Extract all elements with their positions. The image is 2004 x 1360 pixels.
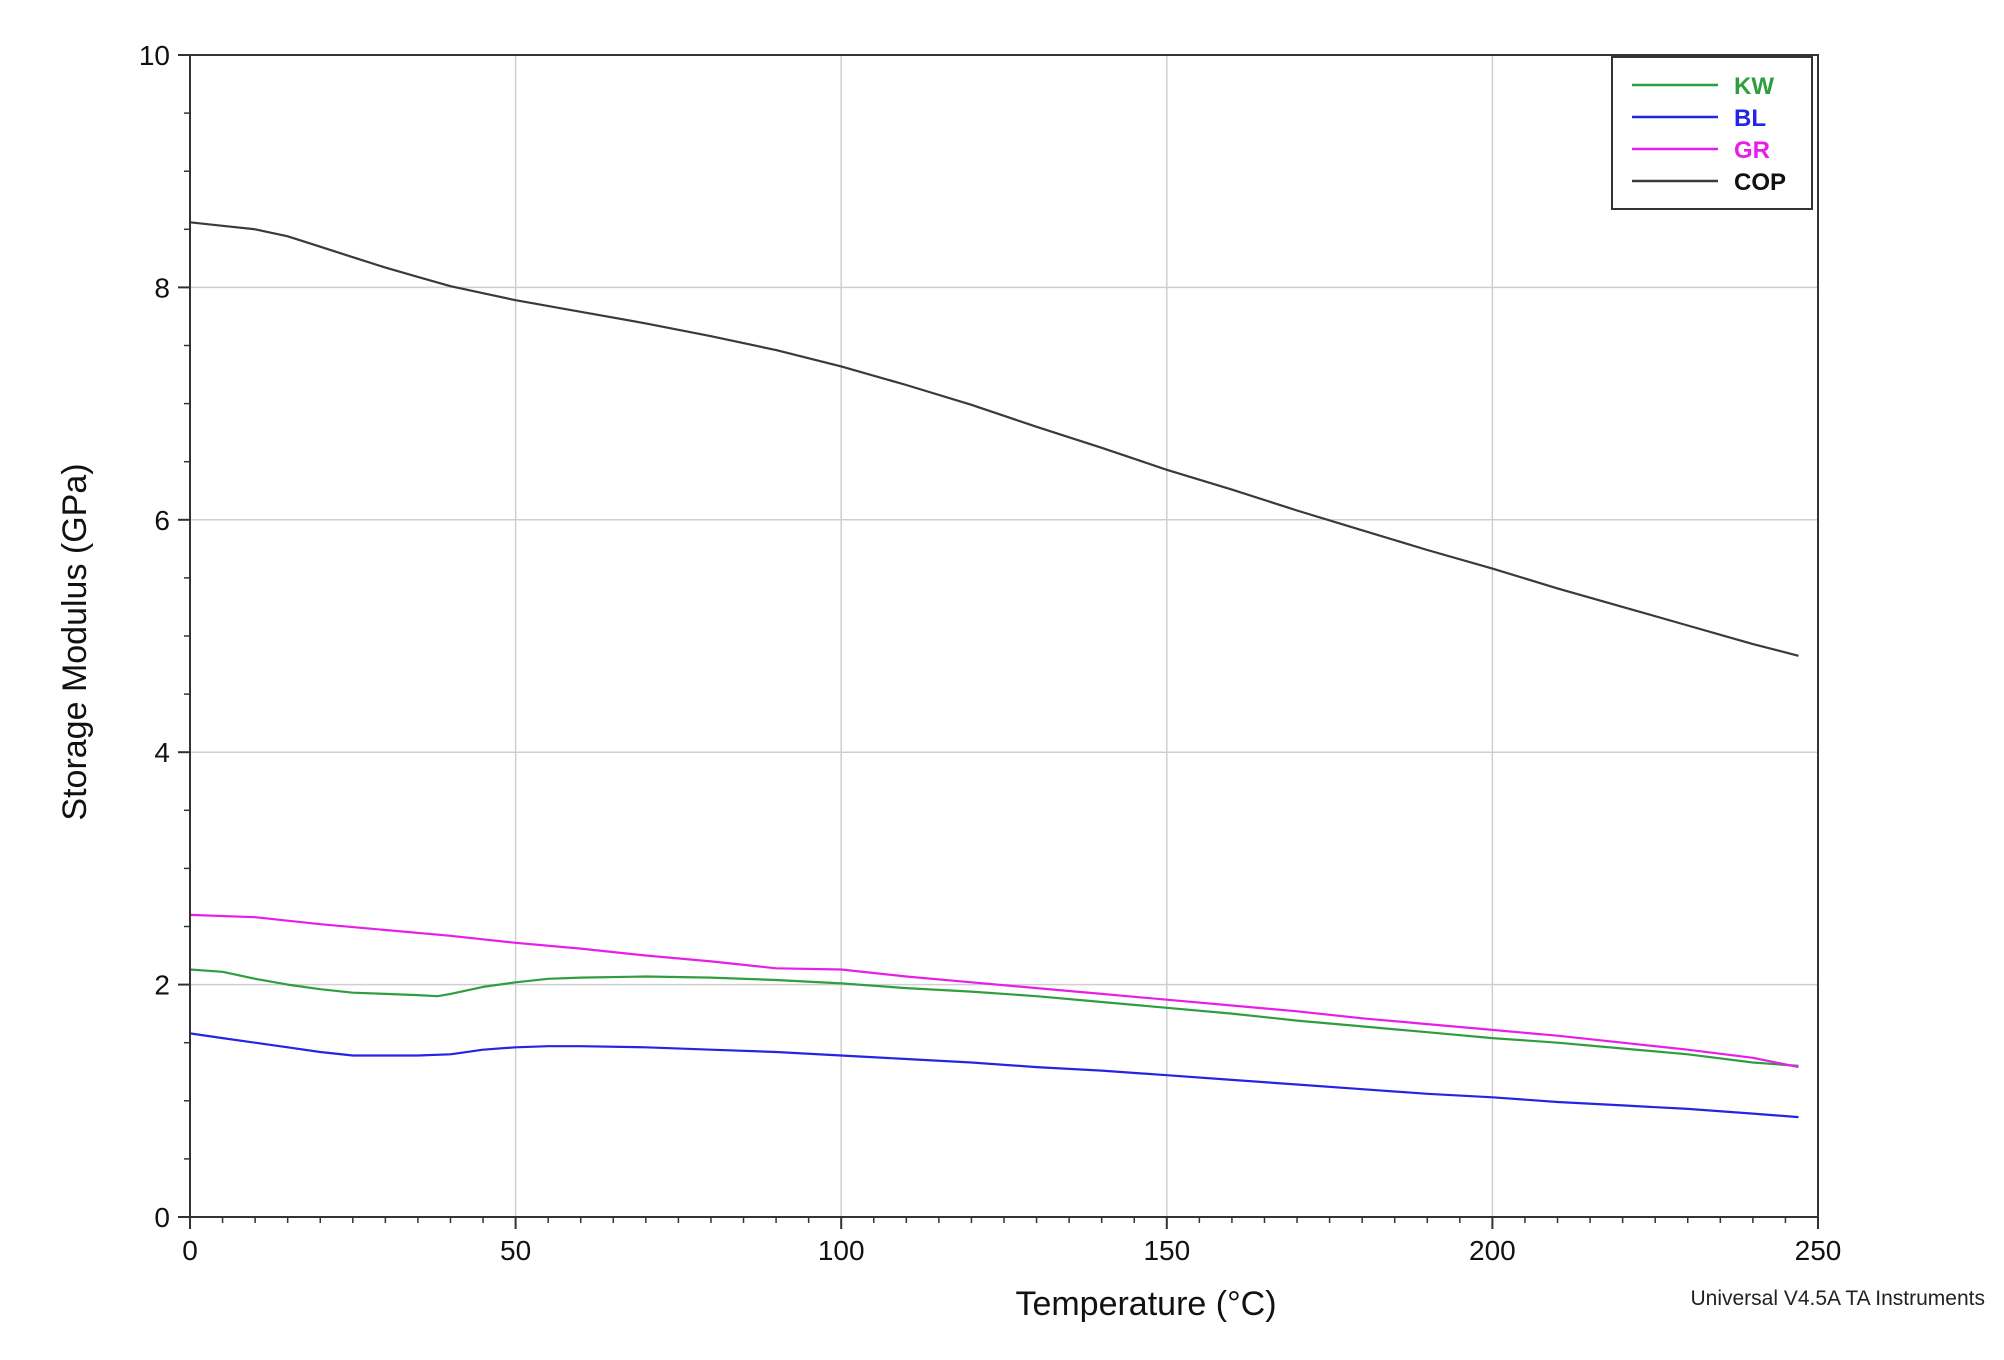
x-tick-label: 250 (1795, 1235, 1842, 1266)
legend-label-kw: KW (1734, 73, 1774, 100)
plot-frame (189, 54, 1819, 1218)
x-tick-label: 200 (1469, 1235, 1516, 1266)
y-tick-label: 8 (154, 272, 170, 303)
axis-ticks (178, 54, 1819, 1229)
legend-label-bl: BL (1734, 105, 1766, 132)
legend-items: KW BL GR COP (1632, 73, 1786, 196)
y-tick-label: 4 (154, 737, 170, 768)
x-tick-label: 50 (500, 1235, 531, 1266)
x-axis-title: Temperature (°C) (1015, 1285, 1276, 1323)
x-tick-label: 100 (818, 1235, 865, 1266)
series-line-cop (189, 221, 1799, 657)
series-line-kw (189, 968, 1799, 1067)
y-tick-label: 2 (154, 970, 170, 1001)
legend-label-gr: GR (1734, 137, 1770, 164)
series-line-gr (189, 913, 1799, 1069)
y-axis-title: Storage Modulus (GPa) (56, 463, 94, 820)
grid-lines (190, 55, 1818, 1217)
legend-box (1611, 56, 1813, 210)
series-lines (189, 221, 1799, 1119)
tick-labels: 0 50 100 150 200 250 0 2 4 6 8 10 (139, 40, 1842, 1266)
series-line-bl (189, 1032, 1799, 1119)
legend-label-cop: COP (1734, 169, 1786, 196)
y-tick-label: 10 (139, 40, 170, 71)
y-tick-label: 0 (154, 1202, 170, 1233)
legend: KW BL GR COP (1611, 56, 1813, 210)
y-tick-label: 6 (154, 505, 170, 536)
x-tick-label: 0 (182, 1235, 198, 1266)
x-tick-label: 150 (1143, 1235, 1190, 1266)
instrument-credit: Universal V4.5A TA Instruments (1690, 1287, 1985, 1310)
